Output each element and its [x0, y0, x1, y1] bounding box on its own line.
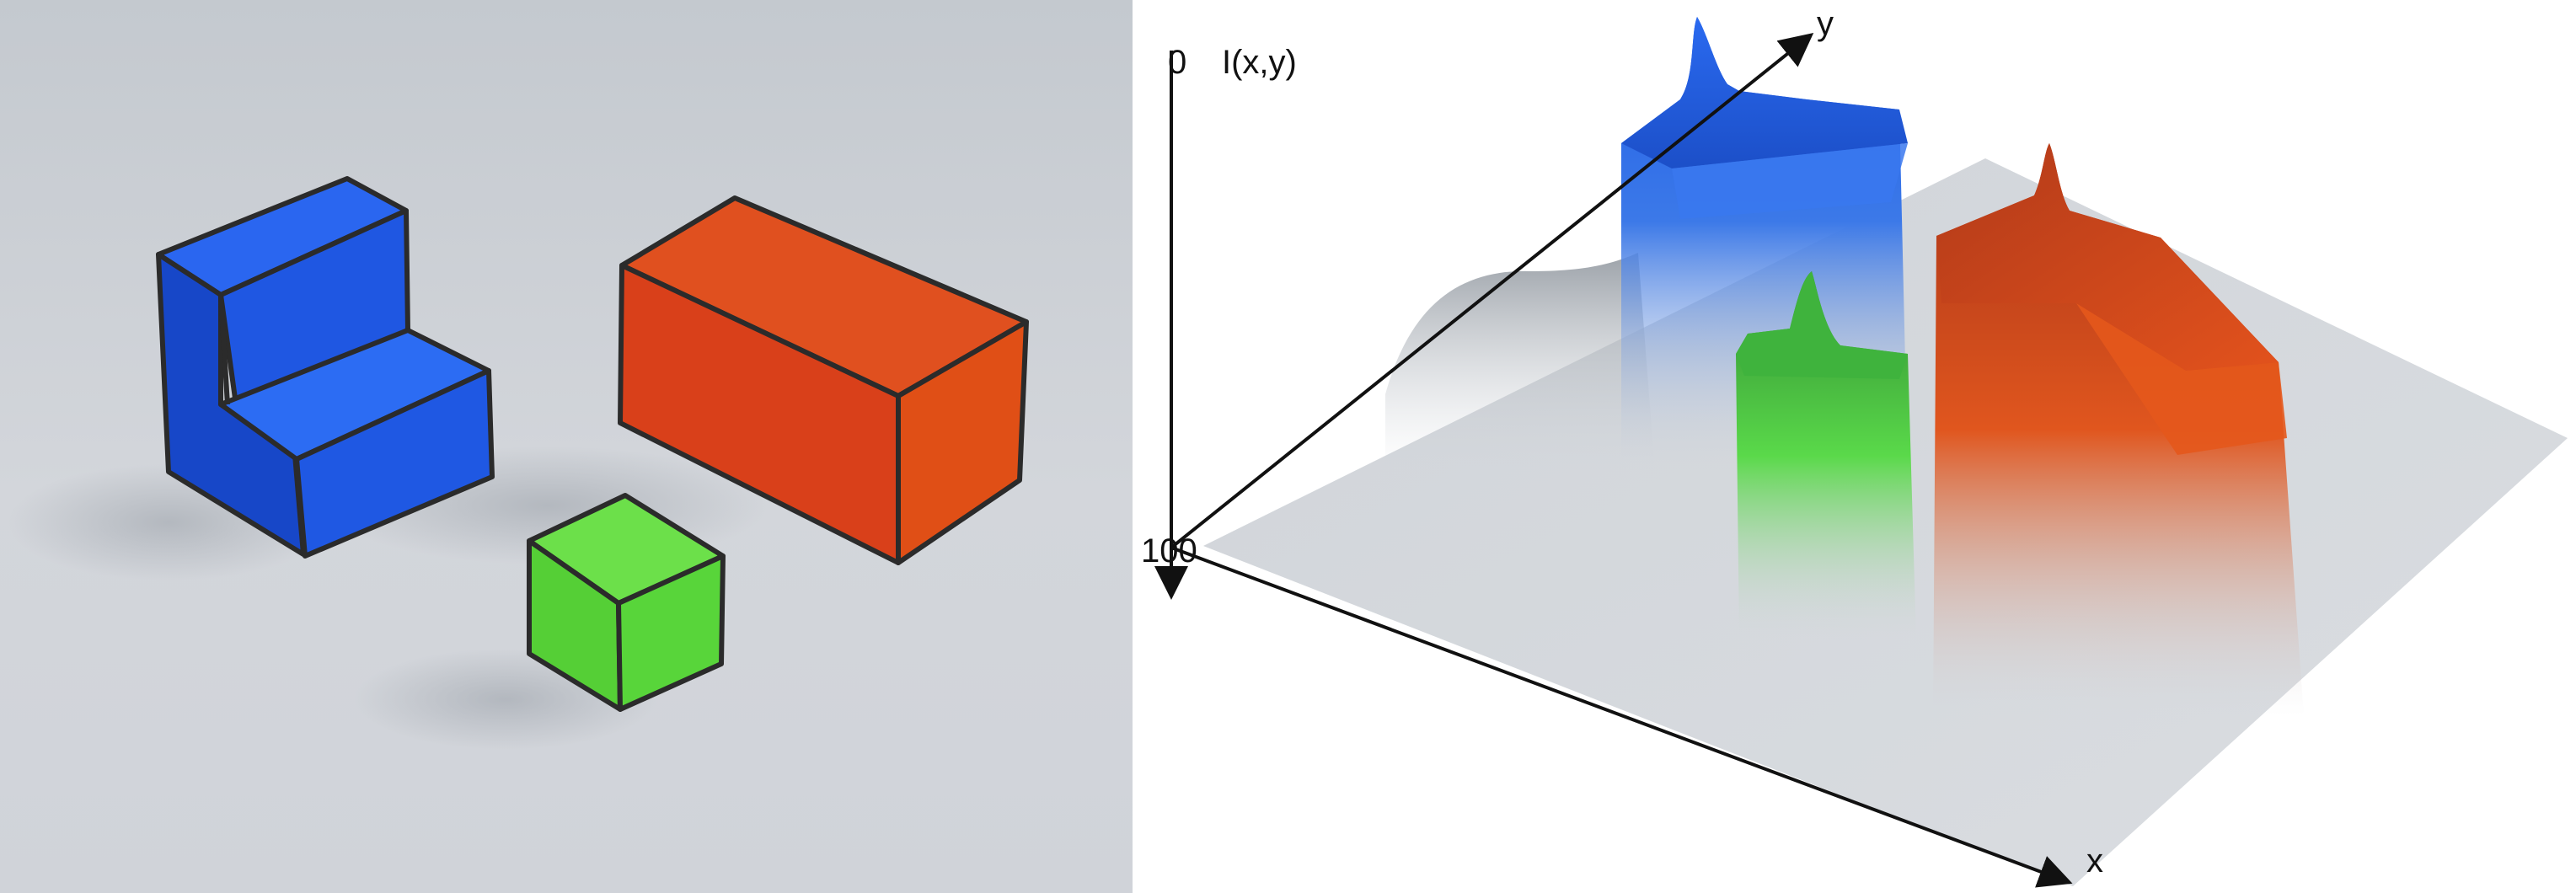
x-axis-label: x — [2086, 842, 2103, 880]
photo-panel — [0, 0, 1133, 893]
surface-plot-panel: 0 I(x,y) 100 y x — [1133, 0, 2576, 893]
y-axis-line — [1170, 32, 1814, 549]
orange-rectangular-box — [618, 195, 1029, 565]
z-tick-top: 0 — [1168, 44, 1187, 81]
y-axis-label: y — [1817, 5, 1834, 42]
z-axis-label: I(x,y) — [1222, 44, 1297, 81]
orange-peak — [1933, 143, 2304, 716]
blue-stepped-block — [156, 176, 495, 559]
x-axis-line — [1170, 546, 2073, 888]
surface-plot — [1154, 17, 2568, 888]
photo-illustration — [0, 0, 1133, 893]
background-ridge — [1385, 253, 1655, 472]
green-peak — [1736, 271, 1916, 640]
green-cube — [527, 493, 726, 712]
z-tick-bottom: 100 — [1141, 532, 1197, 569]
